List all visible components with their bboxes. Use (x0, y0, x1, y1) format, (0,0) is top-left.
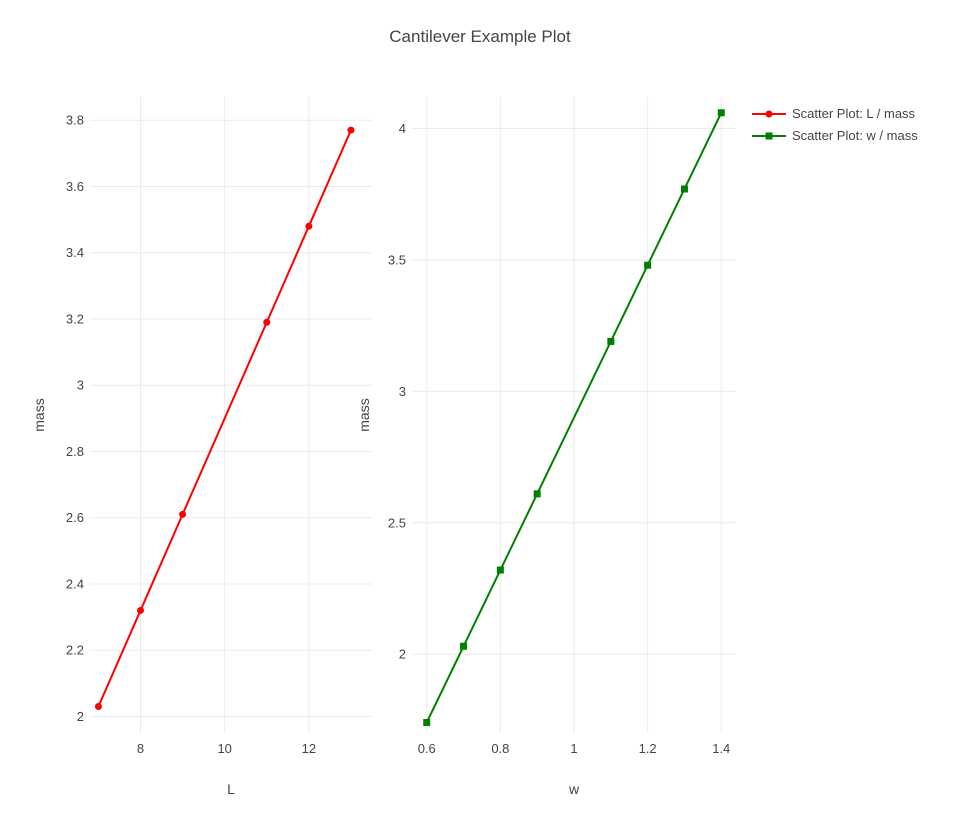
y-tick-label: 2.5 (388, 515, 406, 530)
legend-swatch-marker-1 (765, 132, 773, 140)
chart-title: Cantilever Example Plot (389, 27, 571, 46)
series-line[interactable] (97, 129, 352, 707)
x-tick-label: 10 (217, 741, 231, 756)
data-point[interactable] (496, 566, 504, 574)
x-axis-title: w (568, 781, 580, 797)
data-point[interactable] (533, 490, 541, 498)
y-tick-label: 3.5 (388, 252, 406, 267)
series-line[interactable] (425, 112, 723, 723)
y-tick-label: 2 (77, 709, 84, 724)
y-axis-title: mass (356, 398, 372, 431)
data-point[interactable] (717, 109, 725, 117)
x-tick-label: 12 (302, 741, 316, 756)
y-tick-label: 2.8 (66, 444, 84, 459)
legend-label-1: Scatter Plot: w / mass (792, 128, 918, 143)
data-point[interactable] (137, 606, 145, 614)
data-point[interactable] (94, 703, 102, 710)
subplot-right[interactable]: 0.6 0.8 1 1.2 1.4 2 2.5 3 3.5 4 w mass (356, 97, 736, 797)
x-axis-title: L (227, 781, 235, 797)
y-tick-label: 3.4 (66, 245, 84, 260)
data-point[interactable] (423, 718, 431, 726)
legend[interactable]: Scatter Plot: L / mass Scatter Plot: w /… (752, 106, 918, 143)
legend-item-0[interactable]: Scatter Plot: L / mass (752, 106, 916, 121)
x-tick-label: 0.8 (491, 741, 509, 756)
x-tick-label: 0.6 (418, 741, 436, 756)
legend-label-0: Scatter Plot: L / mass (792, 106, 916, 121)
data-point[interactable] (607, 337, 615, 345)
y-axis-title: mass (31, 398, 47, 431)
data-point[interactable] (460, 642, 468, 650)
data-point[interactable] (680, 185, 688, 193)
x-tick-label: 1.2 (639, 741, 657, 756)
y-tick-label: 2.2 (66, 643, 84, 658)
data-point[interactable] (347, 126, 355, 134)
y-tick-label: 2 (399, 647, 406, 662)
legend-item-1[interactable]: Scatter Plot: w / mass (752, 128, 918, 143)
y-tick-label: 3 (399, 384, 406, 399)
data-point[interactable] (179, 510, 187, 518)
x-tick-label: 1.4 (712, 741, 730, 756)
legend-swatch-marker-0 (765, 110, 773, 118)
x-tick-label: 8 (137, 741, 144, 756)
y-tick-label: 3.2 (66, 311, 84, 326)
y-tick-label: 4 (399, 121, 406, 136)
y-tick-label: 2.4 (66, 576, 84, 591)
y-tick-label: 3.6 (66, 179, 84, 194)
data-point[interactable] (305, 222, 313, 230)
y-tick-label: 3 (77, 378, 84, 393)
gridlines-0 (90, 97, 372, 733)
gridlines-1 (412, 97, 736, 733)
data-point[interactable] (263, 318, 271, 326)
x-tick-label: 1 (570, 741, 577, 756)
y-tick-label: 3.8 (66, 113, 84, 128)
data-point[interactable] (644, 261, 652, 269)
y-tick-label: 2.6 (66, 510, 84, 525)
